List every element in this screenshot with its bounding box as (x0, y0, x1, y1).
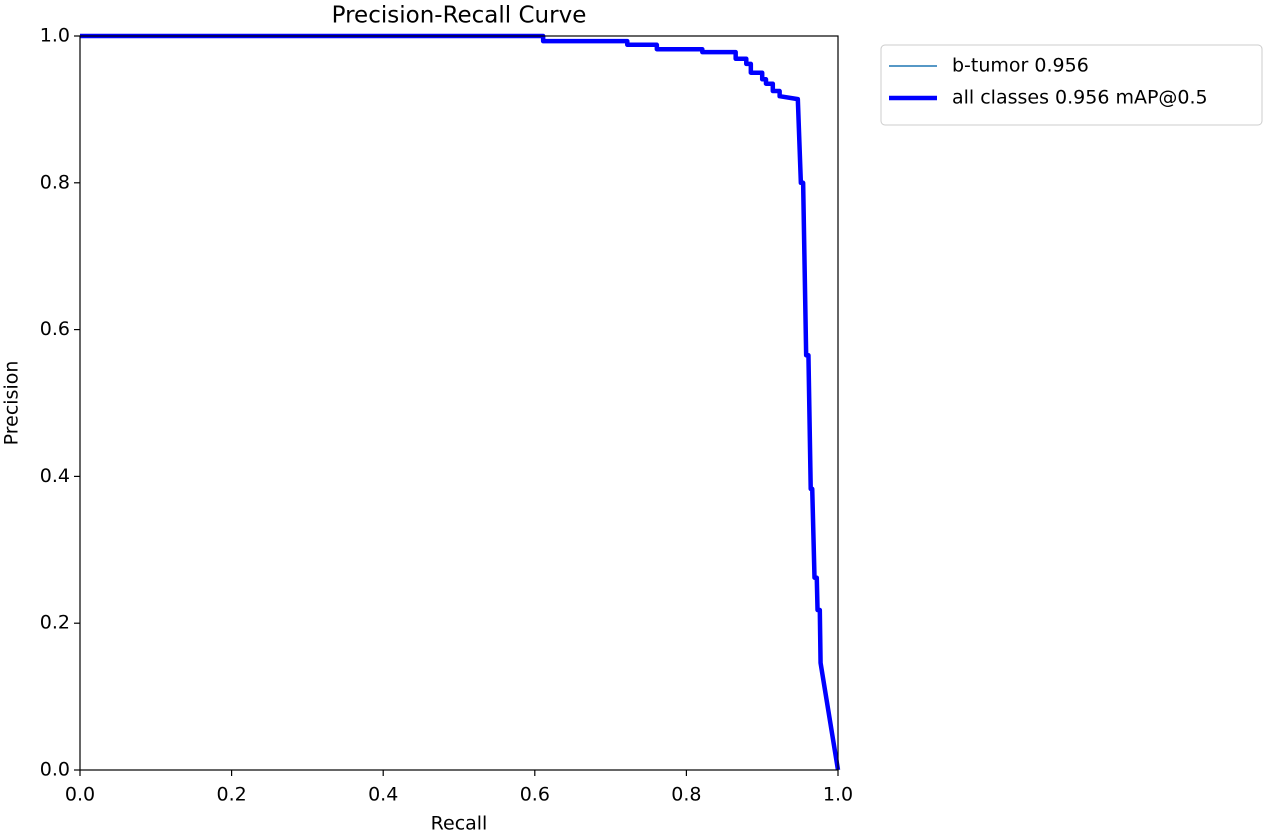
pr-curve (80, 33, 841, 771)
legend-label: all classes 0.956 mAP@0.5 (952, 87, 1208, 109)
legend-label: b-tumor 0.956 (952, 55, 1089, 77)
chart-title: Precision-Recall Curve (332, 3, 587, 29)
y-tick-label: 0.4 (40, 465, 70, 487)
plot-frame (79, 35, 839, 771)
y-axis-label: Precision (1, 361, 23, 446)
y-tick-label: 1.0 (40, 25, 70, 47)
x-tick-label: 0.2 (216, 784, 246, 806)
y-tick-label: 0.8 (40, 171, 70, 193)
x-tick-label: 0.8 (671, 784, 701, 806)
x-axis-label: Recall (431, 813, 488, 835)
y-tick-label: 0.2 (40, 612, 70, 634)
x-tick-label: 1.0 (823, 784, 853, 806)
pr-curve (80, 35, 839, 771)
y-tick-label: 0.0 (40, 759, 70, 781)
x-tick-label: 0.0 (65, 784, 95, 806)
y-tick-label: 0.6 (40, 318, 70, 340)
legend-box (880, 44, 1263, 126)
x-tick-label: 0.4 (368, 784, 398, 806)
x-tick-label: 0.6 (520, 784, 550, 806)
